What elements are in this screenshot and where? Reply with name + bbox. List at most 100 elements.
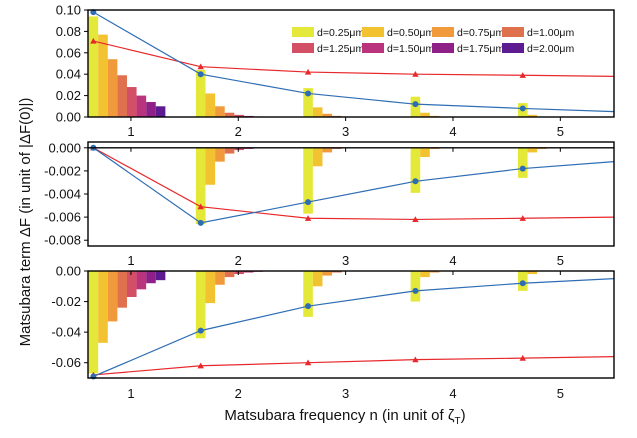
blue-point-p2-3 (305, 199, 312, 206)
legend-swatch-3 (432, 27, 454, 37)
x-tick-label-p1-4: 4 (449, 124, 456, 139)
blue-point-p3-2 (197, 327, 204, 334)
blue-point-p2-4 (412, 178, 419, 185)
bar-p3-n4-1 (410, 271, 421, 302)
bar-p3-n1-4 (117, 271, 127, 308)
y-tick-label-p1-2: 0.02 (56, 88, 81, 103)
blue-point-p2-2 (197, 219, 204, 226)
y-tick-label-p2-2: -0.002 (44, 163, 81, 178)
red-point-p1-5 (519, 72, 526, 78)
bar-p1-n1-1 (88, 16, 99, 118)
panel-1: 0.00 0.02 0.04 0.06 0.08 0.10 1 2 3 4 5 (56, 3, 615, 139)
bar-p1-n1-2 (98, 34, 108, 117)
legend-swatch-6 (362, 43, 384, 53)
legend: d=0.25μm d=0.50μm d=0.75μm d=1.00μm d=1.25μm… (292, 27, 574, 55)
bar-p1-n5-2 (527, 114, 538, 117)
bar-p3-n3-3 (322, 271, 333, 276)
bar-p1-n3-3 (322, 113, 333, 117)
legend-swatch-8 (502, 43, 524, 53)
legend-label-5: d=1.25μm (317, 43, 364, 55)
bar-p1-n1-3 (107, 59, 118, 117)
bar-p2-n3-2 (312, 147, 323, 167)
x-tick-label-p1-3: 3 (342, 124, 349, 139)
x-tick-label-p3-5: 5 (557, 386, 564, 401)
legend-label-1: d=0.25μm (317, 27, 364, 39)
blue-point-p1-4 (412, 101, 419, 108)
bar-p3-n1-2 (98, 271, 108, 343)
bar-p3-n2-2 (205, 271, 216, 304)
x-tick-label-p2-3: 3 (342, 253, 349, 268)
bar-p1-n1-8 (155, 106, 166, 117)
red-point-p1-2 (197, 63, 204, 70)
legend-label-7: d=1.75μm (457, 43, 504, 55)
blue-point-p3-3 (305, 303, 312, 310)
panel-3: 0.00 -0.02 -0.04 -0.06 1 2 3 4 5 (51, 264, 615, 401)
bar-p3-n2-6 (243, 271, 254, 273)
bar-p2-n2-4 (224, 147, 235, 154)
x-axis-title-close: ) (461, 407, 466, 424)
x-tick-label-p3-1: 1 (127, 386, 134, 401)
bar-p3-n5-2 (527, 271, 538, 275)
blue-point-p1-3 (305, 90, 312, 97)
y-tick-label-p1-5: 0.08 (56, 24, 81, 39)
y-tick-label-p3-3: -0.04 (51, 325, 81, 340)
panels: 0.00 0.02 0.04 0.06 0.08 0.10 1 2 3 4 5 0.000 -0.002… (44, 3, 615, 401)
x-tick-label-p2-4: 4 (449, 253, 456, 268)
x-tick-label-p1-5: 5 (557, 124, 564, 139)
blue-line-p3 (93, 278, 615, 378)
x-tick-label-p2-5: 5 (557, 253, 564, 268)
legend-label-3: d=0.75μm (457, 27, 504, 39)
red-point-p3-5 (519, 354, 526, 361)
bar-p1-n2-2 (205, 93, 216, 117)
red-point-p2-2 (197, 203, 204, 210)
y-tick-label-p1-1: 0.00 (56, 110, 81, 125)
panel-frame-1 (87, 9, 615, 118)
bar-p1-n2-4 (224, 112, 235, 117)
bar-p2-n2-5 (234, 147, 244, 151)
blue-line-p2 (93, 147, 615, 224)
legend-swatch-2 (362, 27, 384, 37)
bar-p2-n2-2 (205, 147, 216, 185)
panel-2: 0.000 -0.002 -0.004 -0.006 -0.008 1 2 3 4 5 (44, 140, 615, 268)
red-line-p1 (93, 40, 615, 77)
x-tick-label-p1-2: 2 (235, 124, 242, 139)
red-point-p3-2 (197, 362, 204, 369)
blue-point-p2-5 (519, 165, 526, 172)
x-axis-title: Matsubara frequency n (in unit of ζT) (224, 407, 465, 427)
bar-p3-n2-5 (234, 271, 244, 275)
y-tick-label-p2-4: -0.006 (44, 210, 81, 225)
red-point-p3-4 (412, 356, 419, 363)
blue-point-p1-5 (519, 105, 526, 112)
y-tick-label-p1-4: 0.06 (56, 45, 81, 60)
legend-swatch-1 (292, 27, 314, 37)
bar-p3-n1-3 (107, 271, 118, 322)
blue-point-p3-5 (519, 280, 526, 287)
y-tick-label-p3-1: 0.00 (56, 264, 81, 279)
bar-p3-n1-7 (146, 271, 156, 284)
red-point-p1-1 (90, 37, 97, 44)
bar-p2-n3-3 (322, 147, 333, 153)
y-tick-label-p2-3: -0.004 (44, 187, 81, 202)
bar-p1-n1-5 (126, 87, 137, 117)
x-tick-label-p2-2: 2 (235, 253, 242, 268)
bar-p2-n5-1 (517, 147, 528, 178)
bar-p3-n2-3 (215, 271, 225, 285)
bar-p3-n2-1 (195, 271, 206, 339)
bar-p3-n1-5 (126, 271, 137, 297)
bar-p1-n2-1 (195, 69, 206, 117)
red-point-p2-3 (304, 215, 312, 221)
bar-p3-n4-2 (420, 271, 430, 278)
blue-line-p1 (93, 11, 615, 113)
bar-p1-n3-1 (303, 88, 313, 117)
legend-label-6: d=1.50μm (387, 43, 434, 55)
y-tick-label-p2-5: -0.008 (44, 233, 81, 248)
legend-label-2: d=0.50μm (387, 27, 434, 39)
x-tick-label-p3-2: 2 (235, 386, 242, 401)
y-tick-label-p2-1: 0.000 (48, 140, 81, 155)
red-point-p3-3 (304, 359, 312, 366)
y-tick-label-p1-3: 0.04 (56, 67, 81, 82)
red-line-p2 (93, 147, 615, 221)
bar-p3-n3-1 (303, 271, 313, 317)
bar-p2-n4-2 (420, 147, 430, 158)
